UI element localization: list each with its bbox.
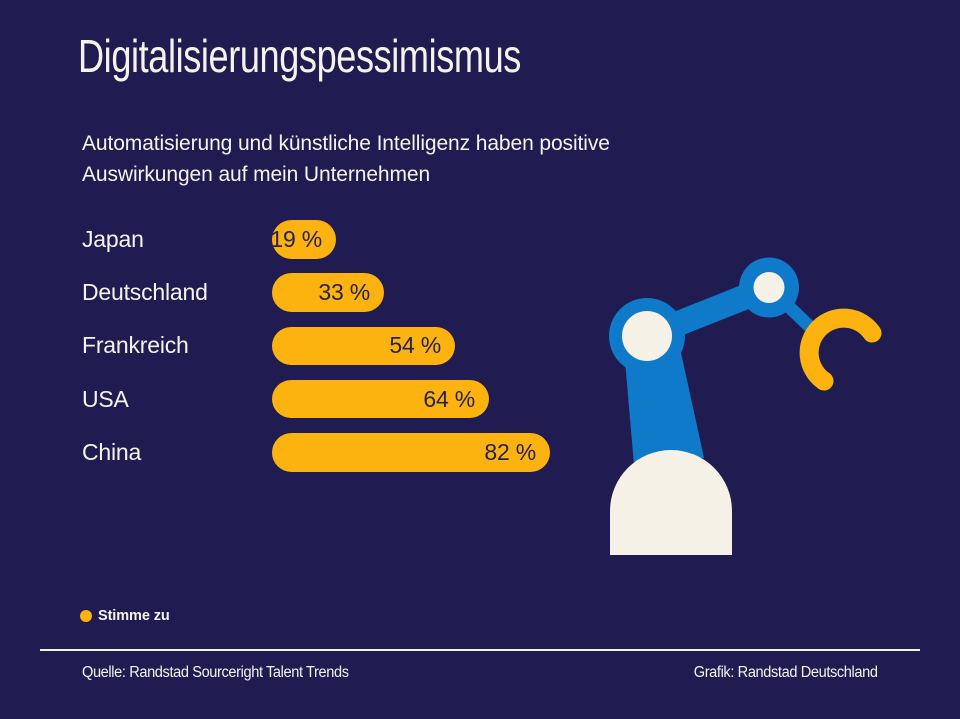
value-bar: 82 % [272, 433, 550, 472]
value-label: 33 % [318, 279, 370, 306]
chart-row-japan: Japan 19 % [82, 220, 582, 259]
value-label: 82 % [484, 438, 536, 465]
robot-base [610, 450, 732, 555]
footer-divider [40, 649, 920, 651]
robot-gripper-icon [799, 308, 882, 391]
chart-row-usa: USA 64 % [82, 379, 582, 419]
country-label: Japan [82, 225, 144, 252]
value-label: 64 % [423, 385, 475, 412]
chart-row-china: China 82 % [82, 433, 582, 472]
value-label: 19 % [270, 225, 322, 252]
value-bar: 33 % [272, 273, 384, 312]
value-bar: 54 % [272, 326, 455, 366]
chart-subtitle: Automatisierung und künstliche Intellige… [82, 128, 610, 190]
page-title: Digitalisierungspessimismus [78, 30, 521, 82]
country-label: Frankreich [82, 332, 189, 359]
bar-rows: Japan 19 % Deutschland 33 % Frankreich 54 % US… [82, 220, 582, 472]
chart-legend: Stimme zu [80, 608, 170, 624]
subtitle-line-2: Auswirkungen auf mein Unternehmen [82, 163, 431, 186]
robot-arm-illustration [609, 257, 882, 555]
footer-credit: Grafik: Randstad Deutschland [694, 664, 878, 681]
value-bar: 19 % [270, 220, 336, 259]
country-label: Deutschland [82, 279, 208, 306]
value-bar: 64 % [272, 379, 489, 419]
robot-shoulder-joint-center [622, 311, 672, 361]
robot-elbow-joint-center [753, 272, 785, 303]
subtitle-line-1: Automatisierung und künstliche Intellige… [82, 132, 610, 155]
bar-chart: Japan 19 % Deutschland 33 % Frankreich 54 % US… [82, 220, 582, 486]
legend-label: Stimme zu [98, 608, 170, 624]
footer-source: Quelle: Randstad Sourceright Talent Tren… [82, 664, 349, 681]
country-label: China [82, 438, 142, 465]
value-label: 54 % [389, 332, 441, 359]
chart-row-deutschland: Deutschland 33 % [82, 273, 582, 312]
country-label: USA [82, 385, 129, 412]
legend-dot-icon [80, 610, 92, 622]
chart-row-frankreich: Frankreich 54 % [82, 326, 582, 366]
